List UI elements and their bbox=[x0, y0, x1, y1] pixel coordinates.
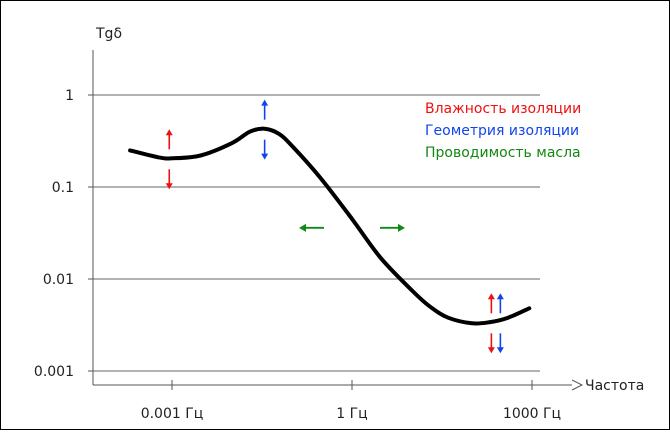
legend-item-geometry: Геометрия изоляции bbox=[425, 123, 579, 139]
arrow-down-icon-head bbox=[261, 153, 269, 160]
y-axis-label: Tgδ bbox=[95, 26, 122, 42]
y-tick-label: 1 bbox=[65, 88, 74, 104]
x-tick-label: 1 Гц bbox=[336, 406, 367, 422]
legend-item-oil-conductivity: Проводимость масла bbox=[425, 145, 581, 161]
series-line bbox=[128, 126, 532, 326]
annotation-arrows bbox=[165, 99, 504, 354]
arrow-down-icon-head bbox=[496, 347, 504, 354]
arrow-up-icon-head bbox=[165, 129, 173, 136]
legend: Влажность изоляции Геометрия изоляции Пр… bbox=[425, 101, 581, 161]
y-tick-label: 0.01 bbox=[43, 272, 74, 288]
arrow-left-icon-head bbox=[299, 223, 306, 232]
x-axis-arrow-icon bbox=[571, 379, 584, 391]
arrow-down-icon-head bbox=[487, 347, 495, 354]
x-axis-label: Частота bbox=[585, 378, 644, 394]
x-tick-label: 1000 Гц bbox=[503, 406, 561, 422]
y-tick-label: 0.001 bbox=[34, 364, 74, 380]
y-tick-labels: 0.001 0.01 0.1 1 bbox=[34, 88, 93, 380]
arrow-up-icon-head bbox=[496, 293, 504, 300]
y-tick-label: 0.1 bbox=[52, 180, 74, 196]
arrow-up-icon-head bbox=[487, 293, 495, 300]
arrow-right-icon-head bbox=[398, 223, 405, 232]
arrow-up-icon-head bbox=[261, 99, 269, 106]
gridlines bbox=[93, 94, 540, 372]
legend-item-moisture: Влажность изоляции bbox=[425, 101, 581, 117]
x-tick-labels: 0.001 Гц 1 Гц 1000 Гц bbox=[141, 380, 561, 422]
x-tick-label: 0.001 Гц bbox=[141, 406, 204, 422]
arrow-down-icon-head bbox=[165, 183, 173, 190]
